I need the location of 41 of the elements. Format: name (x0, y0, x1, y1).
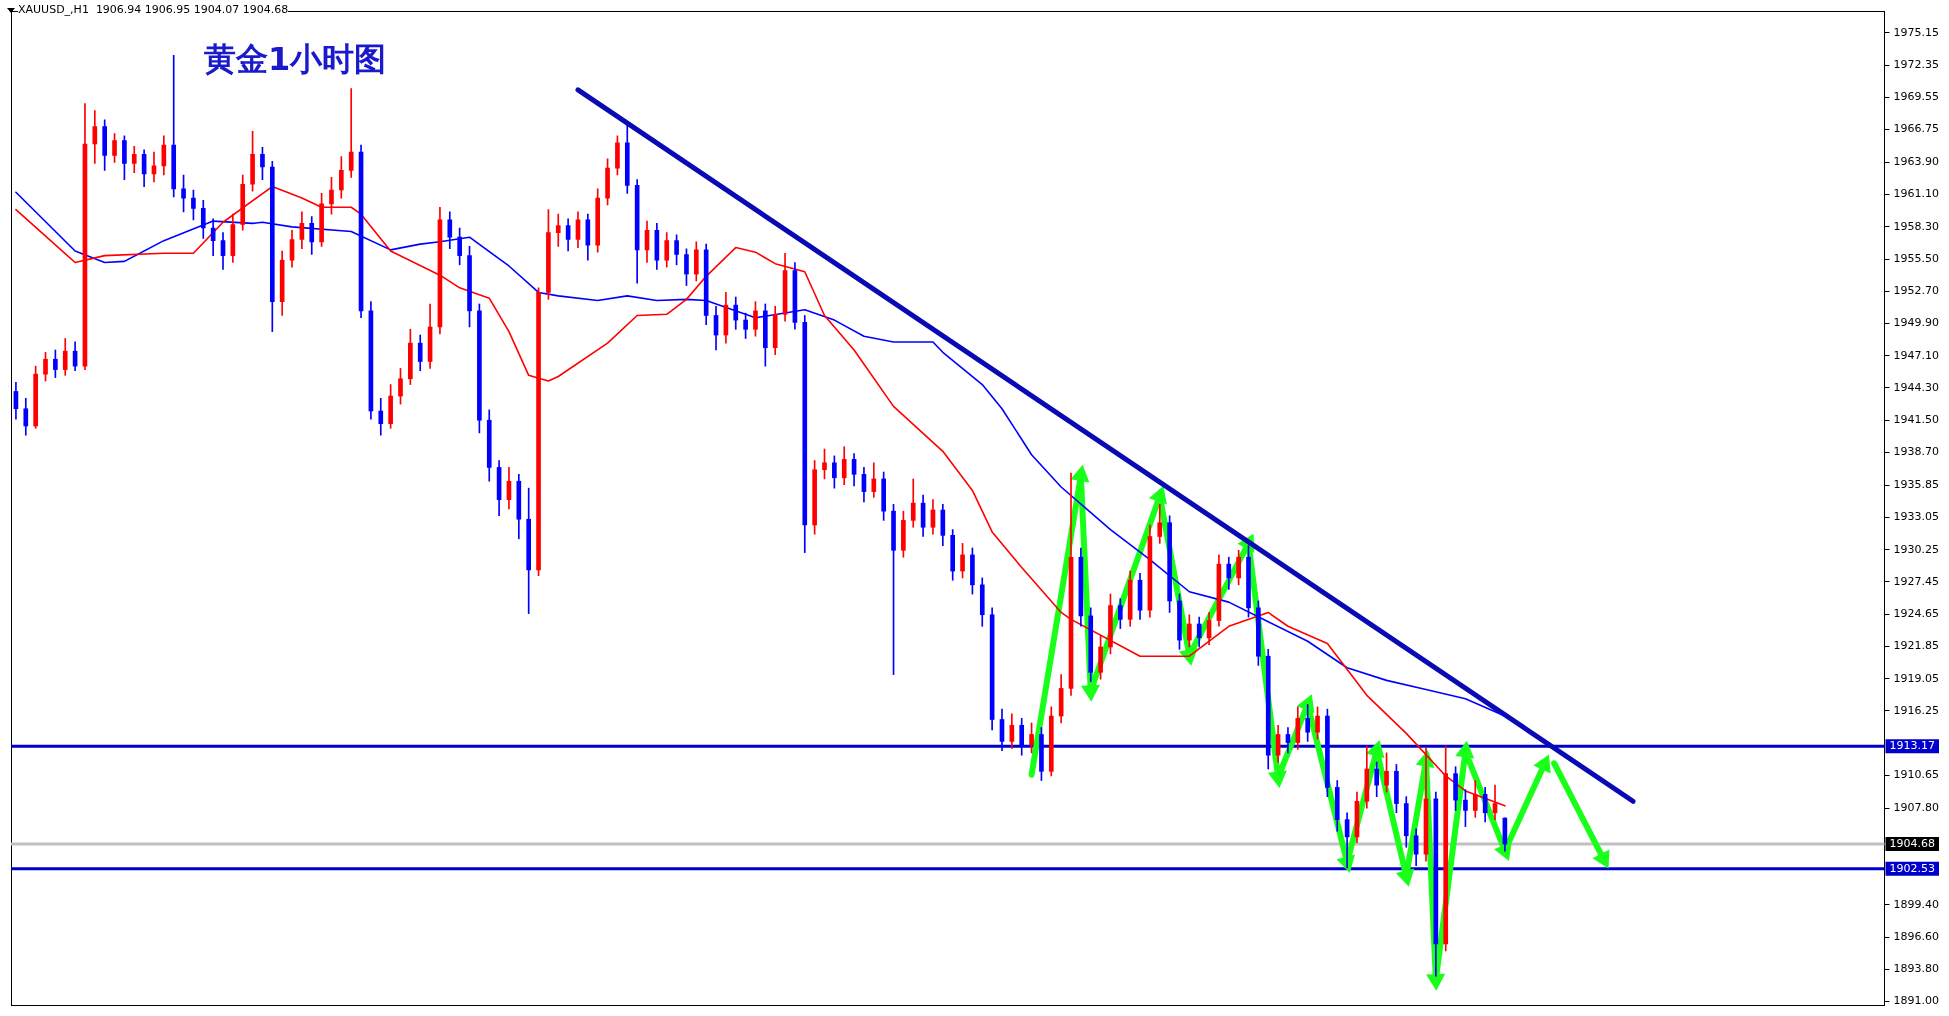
y-tick-label: 1966.75 (1893, 122, 1940, 136)
y-tick-label: 1975.15 (1893, 25, 1940, 39)
y-tick-label: 1961.10 (1893, 187, 1940, 201)
y-tick-label: 1910.65 (1893, 768, 1940, 782)
y-tick-label: 1944.30 (1893, 380, 1940, 394)
y-tick-label: 1941.50 (1893, 413, 1940, 427)
y-tick-label: 1916.25 (1893, 703, 1940, 717)
point (1267, 770, 1287, 788)
point (1395, 868, 1415, 887)
y-tick-label: 1947.10 (1893, 348, 1940, 362)
point (1148, 485, 1167, 505)
y-tick-label: 1896.60 (1893, 929, 1940, 943)
y-tick-label: 1933.05 (1893, 510, 1940, 524)
y-tick-label: 1972.35 (1893, 57, 1940, 71)
point (1296, 694, 1315, 714)
y-tick-label: 1963.90 (1893, 155, 1940, 169)
ref-line-label: 1902.53 (1889, 861, 1936, 875)
y-tick-label: 1919.05 (1893, 671, 1940, 685)
y-tick-label: 1935.85 (1893, 478, 1940, 492)
y-tick-label: 1891.00 (1893, 994, 1940, 1008)
y-tick-label: 1938.70 (1893, 445, 1940, 459)
y-tick-label: 1949.90 (1893, 316, 1940, 330)
text: 黄金1小时图 (204, 39, 387, 80)
y-tick-label: 1958.30 (1893, 219, 1940, 233)
y-tick-label: 1907.80 (1893, 801, 1940, 815)
y-tick-label: 1899.40 (1893, 897, 1940, 911)
point (1366, 739, 1385, 759)
y-tick-label: 1955.50 (1893, 251, 1940, 265)
ref-line-label: 1904.68 (1889, 836, 1936, 850)
y-tick-label: 1952.70 (1893, 284, 1940, 298)
y-tick-label: 1969.55 (1893, 90, 1940, 104)
y-tick-label: 1930.25 (1893, 542, 1940, 556)
annotation: XAUUSD_,H1 1906.94 1906.95 1904.07 1904.68 (18, 3, 289, 16)
y-tick-label: 1927.45 (1893, 574, 1940, 588)
y-tick-label: 1921.85 (1893, 639, 1940, 653)
point (1070, 464, 1090, 483)
point (1533, 754, 1551, 774)
y-tick-label: 1893.80 (1893, 962, 1940, 976)
y-tick-label: 1924.65 (1893, 607, 1940, 621)
ref-line-label: 1913.17 (1889, 739, 1936, 753)
point (1493, 842, 1512, 861)
